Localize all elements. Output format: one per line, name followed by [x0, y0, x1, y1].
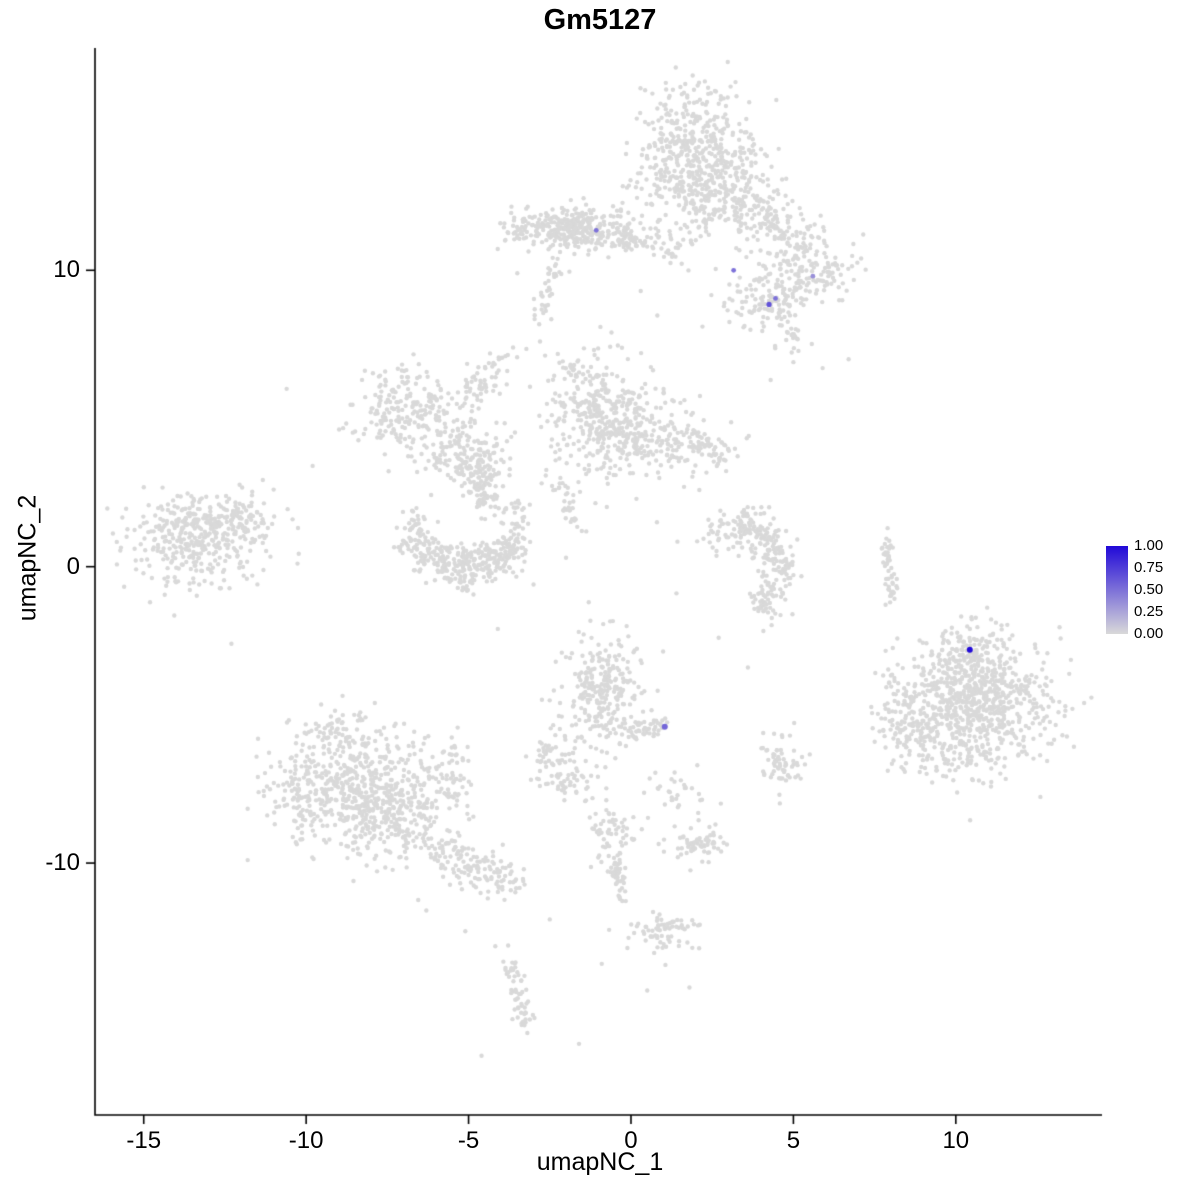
legend-label: 1.00 [1134, 537, 1164, 554]
y-tick-label: 10 [53, 256, 80, 284]
x-tick-label: 5 [786, 1127, 801, 1154]
legend-label: 0.00 [1134, 625, 1164, 642]
y-tick-label: 0 [66, 552, 80, 580]
x-tick-label: 10 [942, 1127, 970, 1154]
legend-gradient-bar [1106, 546, 1128, 634]
y-tick-label: -10 [45, 849, 80, 877]
legend-labels: 1.00 0.75 0.50 0.25 0.00 [1134, 537, 1194, 643]
x-tick-label: -15 [126, 1127, 162, 1154]
x-tick-label: -10 [288, 1127, 324, 1154]
expression-legend: 1.00 0.75 0.50 0.25 0.00 [1104, 537, 1200, 647]
x-tick-label: -5 [457, 1127, 480, 1154]
legend-label: 0.25 [1134, 603, 1164, 620]
x-axis-label: umapNC_1 [536, 1148, 664, 1176]
legend-label: 0.75 [1134, 559, 1164, 576]
x-tick-label: 0 [624, 1127, 638, 1154]
chart-title: Gm5127 [543, 4, 657, 36]
legend-label: 0.50 [1134, 581, 1164, 598]
